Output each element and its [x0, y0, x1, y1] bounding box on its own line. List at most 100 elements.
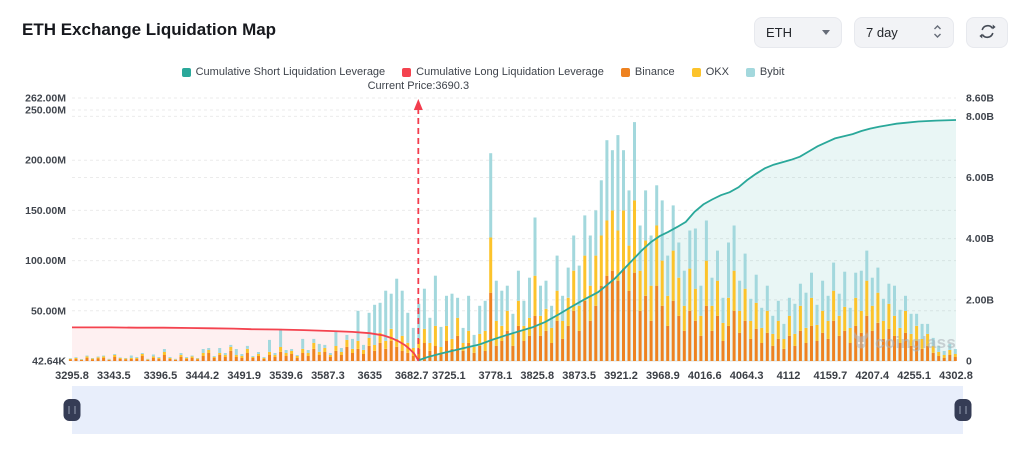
bar-okx[interactable]: [644, 240, 648, 296]
bar-okx[interactable]: [212, 357, 216, 358]
bar-binance[interactable]: [511, 345, 515, 361]
bar-bybit[interactable]: [422, 288, 426, 329]
bar-okx[interactable]: [854, 297, 858, 326]
bar-bybit[interactable]: [732, 225, 736, 271]
bar-okx[interactable]: [345, 339, 349, 347]
bar-binance[interactable]: [433, 345, 437, 361]
bar-binance[interactable]: [196, 359, 200, 362]
bar-bybit[interactable]: [516, 270, 520, 301]
bar-binance[interactable]: [594, 305, 598, 361]
bar-binance[interactable]: [439, 353, 443, 361]
bar-okx[interactable]: [826, 320, 830, 339]
bar-bybit[interactable]: [91, 358, 94, 359]
bar-bybit[interactable]: [461, 327, 465, 343]
bar-binance[interactable]: [96, 358, 100, 362]
bar-bybit[interactable]: [229, 344, 233, 347]
bar-bybit[interactable]: [151, 354, 155, 357]
bar-binance[interactable]: [356, 349, 360, 361]
bar-bybit[interactable]: [384, 290, 388, 341]
bar-binance[interactable]: [107, 359, 111, 361]
bar-bybit[interactable]: [345, 334, 349, 340]
bar-okx[interactable]: [251, 357, 255, 358]
bar-bybit[interactable]: [898, 309, 902, 328]
bar-okx[interactable]: [284, 353, 288, 356]
bar-okx[interactable]: [865, 280, 869, 316]
bar-bybit[interactable]: [284, 350, 288, 353]
bar-okx[interactable]: [273, 355, 277, 357]
bar-binance[interactable]: [306, 356, 310, 361]
bar-okx[interactable]: [649, 285, 653, 321]
bar-okx[interactable]: [351, 349, 354, 353]
bar-bybit[interactable]: [323, 344, 327, 348]
bar-binance[interactable]: [533, 315, 537, 361]
bar-okx[interactable]: [411, 348, 415, 356]
bar-okx[interactable]: [876, 292, 880, 323]
bar-okx[interactable]: [389, 328, 393, 341]
bar-okx[interactable]: [599, 235, 603, 286]
bar-okx[interactable]: [135, 358, 139, 359]
bar-binance[interactable]: [765, 332, 769, 361]
bar-binance[interactable]: [290, 354, 294, 361]
bar-okx[interactable]: [782, 338, 786, 349]
bar-bybit[interactable]: [710, 277, 714, 306]
bar-okx[interactable]: [555, 290, 559, 321]
bar-binance[interactable]: [633, 272, 636, 361]
bar-binance[interactable]: [140, 356, 144, 361]
bar-binance[interactable]: [516, 325, 520, 361]
bar-bybit[interactable]: [240, 354, 244, 356]
bar-bybit[interactable]: [411, 327, 415, 348]
bar-bybit[interactable]: [682, 270, 686, 306]
bar-bybit[interactable]: [865, 250, 869, 281]
bar-bybit[interactable]: [251, 356, 255, 357]
bar-binance[interactable]: [810, 325, 813, 361]
bar-okx[interactable]: [489, 237, 493, 293]
bar-binance[interactable]: [445, 340, 448, 361]
bar-okx[interactable]: [472, 346, 476, 353]
bar-binance[interactable]: [234, 357, 238, 361]
bar-bybit[interactable]: [771, 315, 775, 334]
bar-binance[interactable]: [522, 340, 526, 361]
bar-binance[interactable]: [345, 346, 349, 361]
bar-okx[interactable]: [96, 357, 100, 359]
bar-okx[interactable]: [550, 327, 554, 343]
bar-bybit[interactable]: [400, 290, 404, 336]
bar-bybit[interactable]: [550, 305, 554, 328]
bar-binance[interactable]: [821, 332, 825, 361]
bar-okx[interactable]: [168, 358, 172, 359]
bar-bybit[interactable]: [362, 344, 365, 350]
bar-binance[interactable]: [539, 335, 542, 361]
bar-binance[interactable]: [483, 351, 487, 361]
bar-bybit[interactable]: [555, 255, 559, 291]
bar-bybit[interactable]: [749, 298, 753, 321]
bar-okx[interactable]: [68, 358, 72, 360]
slider-handle-right[interactable]: [954, 399, 972, 421]
bar-okx[interactable]: [821, 310, 825, 333]
bar-bybit[interactable]: [174, 358, 177, 360]
bar-binance[interactable]: [505, 330, 509, 361]
bar-okx[interactable]: [162, 352, 166, 355]
bar-okx[interactable]: [80, 359, 83, 361]
bar-bybit[interactable]: [74, 357, 78, 358]
bar-bybit[interactable]: [234, 349, 238, 355]
bar-okx[interactable]: [765, 310, 769, 333]
bar-bybit[interactable]: [129, 355, 133, 359]
bar-binance[interactable]: [743, 320, 747, 361]
bar-binance[interactable]: [704, 305, 708, 361]
bar-bybit[interactable]: [201, 349, 205, 353]
bar-bybit[interactable]: [118, 357, 122, 358]
bar-binance[interactable]: [937, 356, 941, 361]
bar-okx[interactable]: [129, 358, 133, 359]
bar-binance[interactable]: [787, 335, 791, 361]
bar-okx[interactable]: [406, 342, 410, 353]
bar-binance[interactable]: [91, 359, 94, 362]
legend-item-1[interactable]: Cumulative Long Liquidation Leverage: [402, 66, 604, 78]
bar-binance[interactable]: [351, 353, 354, 361]
bar-bybit[interactable]: [798, 283, 802, 306]
bar-bybit[interactable]: [561, 295, 565, 321]
bar-binance[interactable]: [832, 320, 836, 361]
bar-okx[interactable]: [793, 333, 797, 346]
bar-bybit[interactable]: [776, 300, 780, 321]
bar-okx[interactable]: [566, 297, 570, 326]
bar-binance[interactable]: [561, 338, 565, 361]
bar-bybit[interactable]: [782, 323, 786, 339]
